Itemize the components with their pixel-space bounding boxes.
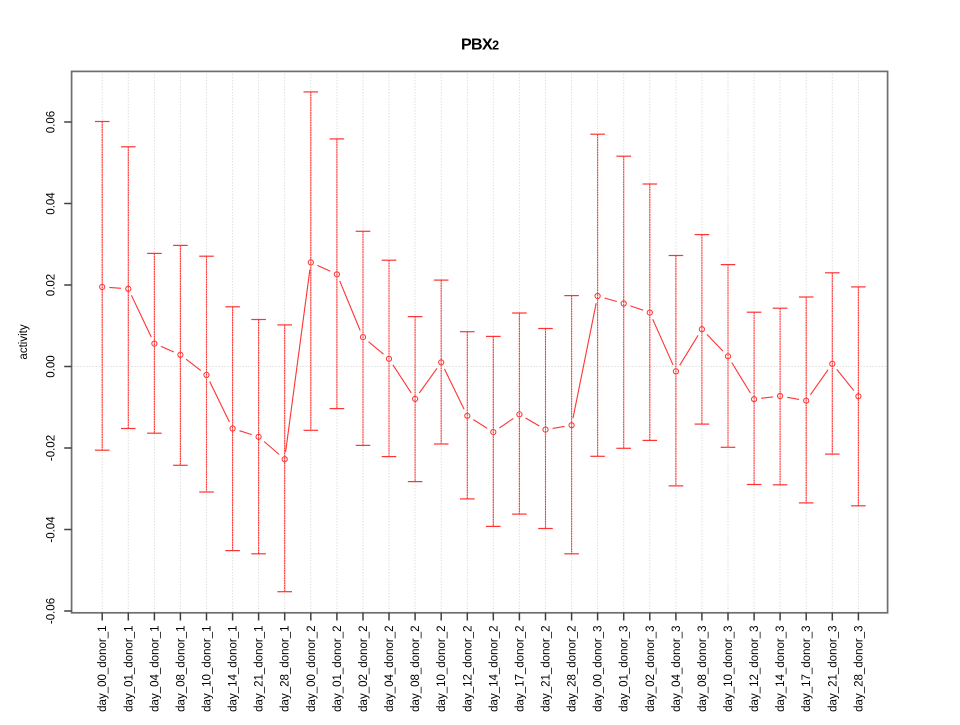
svg-text:day_00_donor_1: day_00_donor_1 xyxy=(97,626,109,712)
svg-text:day_14_donor_2: day_14_donor_2 xyxy=(488,626,500,712)
svg-text:day_02_donor_3: day_02_donor_3 xyxy=(645,626,657,712)
svg-text:day_08_donor_2: day_08_donor_2 xyxy=(410,626,422,712)
svg-text:day_08_donor_3: day_08_donor_3 xyxy=(697,626,709,712)
svg-text:-0.02: -0.02 xyxy=(46,435,58,461)
svg-text:0.04: 0.04 xyxy=(46,192,58,215)
svg-text:day_01_donor_3: day_01_donor_3 xyxy=(619,626,631,712)
svg-text:day_10_donor_1: day_10_donor_1 xyxy=(202,626,214,712)
svg-text:0.06: 0.06 xyxy=(46,111,58,133)
svg-text:day_17_donor_2: day_17_donor_2 xyxy=(514,626,526,712)
svg-text:0.00: 0.00 xyxy=(46,355,58,377)
svg-text:day_02_donor_2: day_02_donor_2 xyxy=(358,626,370,712)
svg-text:day_21_donor_3: day_21_donor_3 xyxy=(827,626,839,712)
svg-text:day_04_donor_3: day_04_donor_3 xyxy=(671,626,683,712)
svg-text:0.02: 0.02 xyxy=(46,274,58,296)
svg-text:-0.06: -0.06 xyxy=(46,598,58,624)
svg-text:day_21_donor_1: day_21_donor_1 xyxy=(254,626,266,712)
svg-text:day_12_donor_3: day_12_donor_3 xyxy=(749,626,761,712)
svg-text:day_14_donor_3: day_14_donor_3 xyxy=(775,626,787,712)
svg-text:day_28_donor_3: day_28_donor_3 xyxy=(853,626,865,712)
svg-text:-0.04: -0.04 xyxy=(46,516,58,543)
svg-text:day_10_donor_3: day_10_donor_3 xyxy=(723,626,735,712)
svg-text:day_21_donor_2: day_21_donor_2 xyxy=(541,626,553,712)
svg-text:day_04_donor_1: day_04_donor_1 xyxy=(149,626,161,712)
svg-text:day_28_donor_2: day_28_donor_2 xyxy=(567,626,579,712)
svg-text:day_17_donor_3: day_17_donor_3 xyxy=(801,626,813,712)
svg-text:day_04_donor_2: day_04_donor_2 xyxy=(384,626,396,712)
svg-text:day_14_donor_1: day_14_donor_1 xyxy=(228,626,240,712)
svg-text:activity: activity xyxy=(18,324,30,359)
svg-text:day_01_donor_1: day_01_donor_1 xyxy=(123,626,135,712)
svg-text:day_10_donor_2: day_10_donor_2 xyxy=(436,626,448,712)
svg-text:day_08_donor_1: day_08_donor_1 xyxy=(175,626,187,712)
svg-text:day_00_donor_3: day_00_donor_3 xyxy=(593,626,605,712)
svg-text:day_00_donor_2: day_00_donor_2 xyxy=(306,626,318,712)
svg-text:day_01_donor_2: day_01_donor_2 xyxy=(332,626,344,712)
svg-text:day_12_donor_2: day_12_donor_2 xyxy=(462,626,474,712)
svg-text:PBX2: PBX2 xyxy=(461,36,499,53)
svg-text:day_28_donor_1: day_28_donor_1 xyxy=(280,626,292,712)
